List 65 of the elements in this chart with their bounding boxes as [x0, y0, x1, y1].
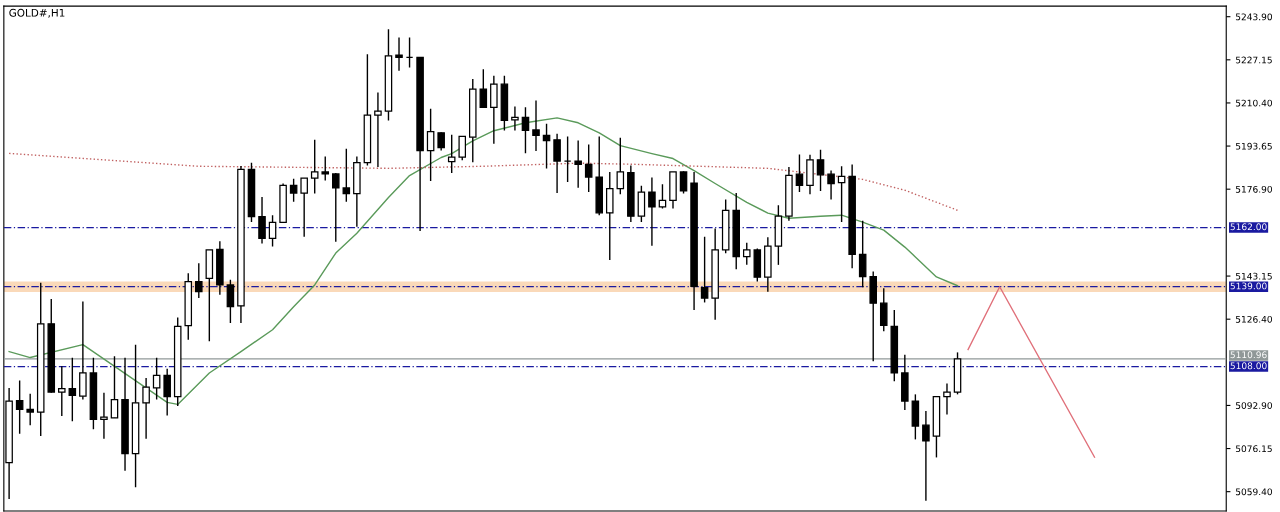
candlestick — [15, 379, 24, 435]
candlestick — [195, 262, 203, 299]
candlestick — [152, 357, 161, 401]
candlestick — [289, 177, 298, 203]
y-tick-label: 5243.90 — [1235, 13, 1272, 21]
candlestick — [426, 108, 435, 182]
y-tick-label: 5193.65 — [1235, 142, 1272, 150]
candlestick — [827, 169, 835, 201]
y-tick-label: 5227.15 — [1235, 56, 1272, 64]
chart-title: GOLD#,H1 — [9, 8, 65, 18]
candlestick — [479, 68, 488, 109]
candlestick — [458, 135, 467, 162]
candlestick — [679, 170, 688, 195]
candlestick — [26, 393, 34, 426]
line-series — [8, 152, 959, 211]
ref-line-label: 5139.00 — [1230, 282, 1267, 290]
candlestick — [374, 91, 382, 168]
y-tick-label: 5059.40 — [1235, 488, 1272, 496]
candlestick — [395, 36, 403, 72]
candlestick — [521, 106, 530, 154]
candlestick — [532, 99, 540, 152]
candlestick — [342, 148, 351, 203]
candlestick — [321, 155, 330, 182]
candlestick — [437, 131, 445, 152]
candlestick — [616, 136, 625, 196]
candlestick — [553, 133, 561, 194]
candlestick — [742, 242, 751, 266]
candlestick — [700, 236, 709, 304]
ref-line-label: 5162.00 — [1230, 223, 1267, 231]
candlestick — [300, 177, 308, 238]
candlestick — [58, 365, 66, 417]
candlestick — [310, 139, 319, 195]
candlestick — [447, 134, 456, 174]
candlestick — [943, 382, 951, 416]
candlestick — [879, 287, 888, 332]
candlestick — [922, 410, 930, 502]
y-tick-label: 5176.90 — [1235, 185, 1272, 193]
candlestick — [584, 143, 593, 193]
candlestick — [258, 196, 266, 245]
candlestick — [648, 176, 656, 247]
candlestick — [68, 357, 77, 422]
candlestick — [331, 172, 340, 243]
ref-line-label: 5110.96 — [1230, 351, 1267, 359]
candlestick — [858, 220, 867, 288]
y-tick-label: 5210.40 — [1235, 99, 1272, 107]
candlestick — [226, 279, 235, 324]
y-tick-label: 5126.40 — [1235, 315, 1272, 323]
ref-line-label: 5108.00 — [1230, 362, 1267, 370]
y-tick-label: 5143.15 — [1235, 272, 1272, 280]
candlestick — [563, 135, 572, 183]
candlestick — [511, 105, 519, 132]
candlestick — [142, 377, 150, 440]
candlestick — [795, 153, 804, 193]
candlestick — [490, 74, 498, 145]
y-tick-label: 5092.90 — [1235, 402, 1272, 409]
line-series — [8, 117, 959, 406]
candlestick — [268, 214, 277, 248]
candlestick — [574, 139, 582, 189]
candlestick — [658, 183, 667, 210]
candlestick — [79, 300, 87, 401]
y-tick-label: 5076.15 — [1235, 445, 1272, 453]
candlestick — [816, 149, 825, 192]
candlestick — [163, 368, 171, 417]
candlestick — [110, 355, 119, 419]
candlestick — [100, 392, 108, 440]
